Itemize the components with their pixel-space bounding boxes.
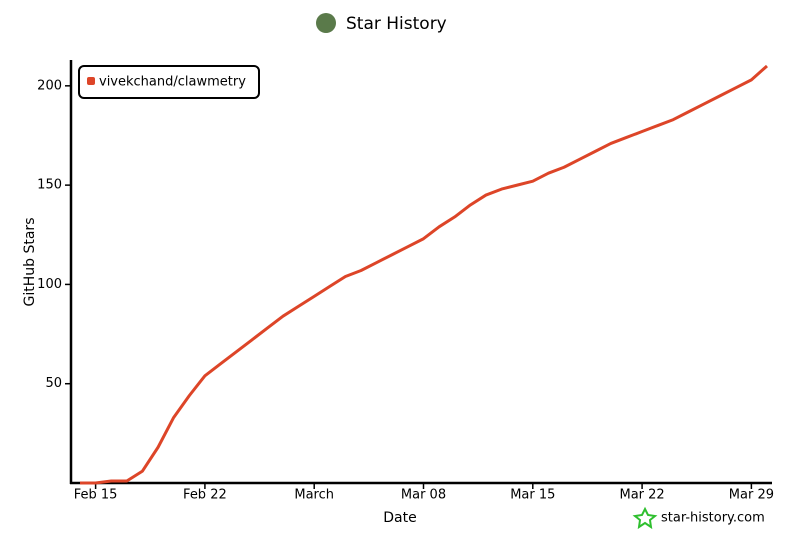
x-tick-label: Mar 15 [510,488,555,503]
y-tick-label: 200 [37,78,62,93]
chart-title: Star History [346,14,447,34]
y-axis-label: GitHub Stars [22,218,38,307]
legend-label: vivekchand/clawmetry [99,75,246,90]
legend-swatch [87,77,95,85]
x-tick-label: Mar 22 [619,488,664,503]
watermark: star-history.com [661,511,765,526]
y-tick-label: 150 [37,178,62,193]
x-axis-label: Date [383,510,416,526]
avatar-icon [316,13,336,33]
y-tick-label: 50 [45,376,62,391]
x-tick-label: Feb 15 [74,488,118,503]
x-tick-label: March [294,488,334,503]
x-tick-label: Feb 22 [183,488,227,503]
x-tick-label: Mar 08 [401,488,446,503]
watermark-icon [632,506,658,530]
y-tick-label: 100 [37,277,62,292]
x-tick-label: Mar 29 [729,488,774,503]
series-line [80,64,768,485]
legend-box [78,65,260,99]
